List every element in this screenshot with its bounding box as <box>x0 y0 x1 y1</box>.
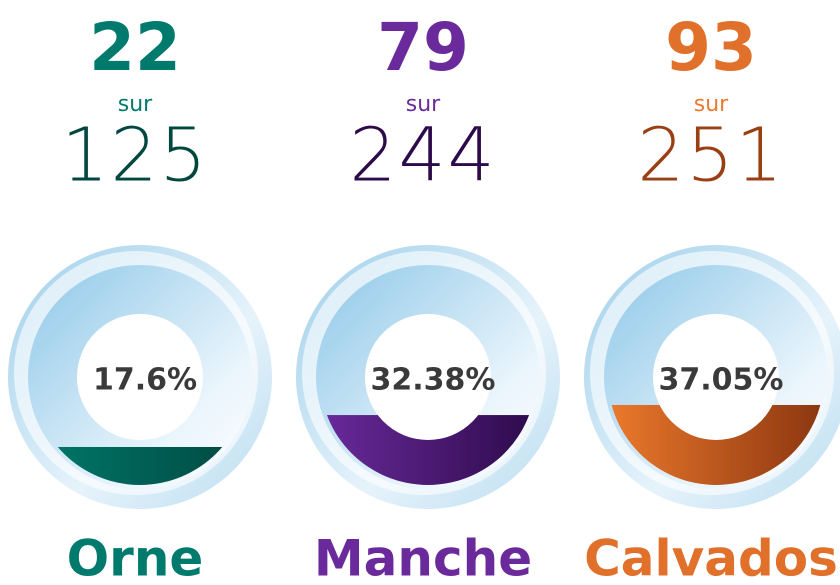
total: 251 <box>637 113 784 199</box>
region-name: Calvados <box>584 530 838 585</box>
percent-label: 32.38% <box>371 363 496 398</box>
count: 22 <box>89 9 181 86</box>
sur-label: sur <box>694 92 729 117</box>
region-name: Manche <box>314 530 532 585</box>
gauge-center <box>653 314 779 440</box>
gauge-center <box>77 314 203 440</box>
count: 79 <box>377 9 469 86</box>
region-name: Orne <box>67 530 204 585</box>
count: 93 <box>665 9 757 86</box>
sur-label: sur <box>406 92 441 117</box>
gauge-center <box>365 314 491 440</box>
total: 125 <box>61 113 208 199</box>
total: 244 <box>349 113 496 199</box>
sur-label: sur <box>118 92 153 117</box>
percent-label: 37.05% <box>659 363 784 398</box>
percent-label: 17.6% <box>93 363 197 398</box>
